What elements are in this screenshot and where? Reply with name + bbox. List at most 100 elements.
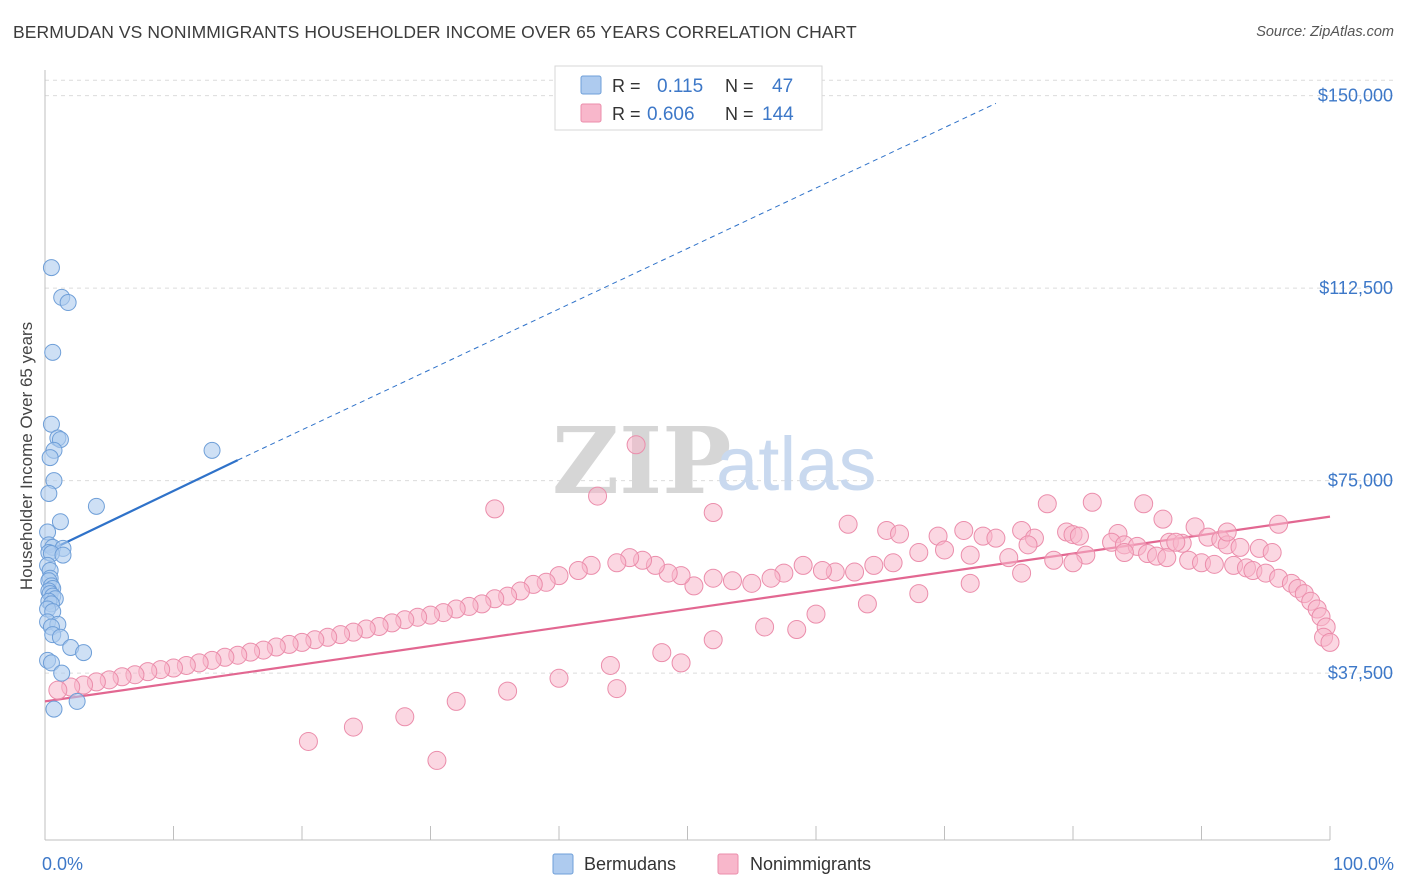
bottom-legend-swatch-bermudans <box>552 853 574 875</box>
bottom-legend-label-nonimmigrants: Nonimmigrants <box>750 854 871 874</box>
nonimmigrants-point <box>909 543 929 563</box>
legend-r-label-2: R = <box>612 104 641 124</box>
nonimmigrants-point <box>1082 492 1102 512</box>
nonimmigrants-point <box>446 691 466 711</box>
legend-swatch-bermudans <box>580 75 602 95</box>
nonimmigrants-point <box>864 555 884 575</box>
nonimmigrants-point <box>761 568 781 588</box>
bermudans-point <box>41 449 59 467</box>
bottom-legend-swatch-nonimmigrants <box>717 853 739 875</box>
nonimmigrants-point <box>298 731 318 751</box>
nonimmigrants-point <box>498 681 518 701</box>
nonimmigrants-point <box>793 555 813 575</box>
nonimmigrants-point <box>890 524 910 544</box>
bermudans-point <box>51 513 69 531</box>
nonimmigrants-point <box>909 584 929 604</box>
nonimmigrants-point <box>787 620 807 640</box>
bermudans-point <box>53 664 71 682</box>
nonimmigrants-points <box>48 435 1340 770</box>
nonimmigrants-point <box>999 548 1019 568</box>
bermudans-point <box>40 485 58 502</box>
bottom-legend-label-bermudans: Bermudans <box>584 854 676 874</box>
nonimmigrants-point <box>427 750 447 770</box>
legend-r-label-1: R = <box>612 76 641 96</box>
nonimmigrants-point <box>1044 550 1064 570</box>
bermudans-point <box>87 497 105 515</box>
legend-r-value-2: 0.606 <box>647 104 695 125</box>
nonimmigrants-point <box>1262 543 1282 563</box>
bermudans-point <box>75 644 93 662</box>
bermudans-trendline-extension <box>237 102 997 461</box>
nonimmigrants-point <box>986 528 1006 548</box>
bermudans-point <box>42 415 60 433</box>
x-tick-label: 100.0% <box>1333 854 1394 874</box>
nonimmigrants-point <box>806 604 826 624</box>
nonimmigrants-point <box>838 514 858 534</box>
nonimmigrants-point <box>954 520 974 540</box>
nonimmigrants-point <box>1269 514 1289 534</box>
nonimmigrants-point <box>1018 535 1038 555</box>
nonimmigrants-point <box>485 499 505 519</box>
x-tick-label: 0.0% <box>42 854 83 874</box>
bermudans-point <box>44 343 62 361</box>
stats-legend: R = 0.115 N = 47 R = 0.606 N = 144 <box>554 65 823 131</box>
nonimmigrants-point <box>1185 517 1205 537</box>
nonimmigrants-point <box>1157 548 1177 568</box>
trendlines <box>44 102 1331 703</box>
legend-n-label-1: N = <box>725 76 754 96</box>
nonimmigrants-point <box>960 573 980 593</box>
nonimmigrants-point <box>722 571 742 591</box>
legend-swatch-nonimmigrants <box>580 103 602 123</box>
legend-n-value-2: 144 <box>762 104 794 125</box>
nonimmigrants-point <box>607 553 627 573</box>
watermark: ZIP atlas <box>552 407 877 515</box>
bermudans-points <box>39 259 221 718</box>
nonimmigrants-point <box>845 562 865 582</box>
chart-title: BERMUDAN VS NONIMMIGRANTS HOUSEHOLDER IN… <box>13 22 857 42</box>
bermudans-point <box>203 441 221 459</box>
nonimmigrants-point <box>883 553 903 573</box>
y-tick-label: $112,500 <box>1319 278 1393 298</box>
y-tick-label: $37,500 <box>1328 663 1393 683</box>
nonimmigrants-point <box>1320 632 1340 652</box>
y-tick-label: $75,000 <box>1328 471 1393 491</box>
y-tick-label: $150,000 <box>1318 86 1393 106</box>
bermudans-point <box>59 294 77 312</box>
legend-n-value-1: 47 <box>772 76 793 97</box>
nonimmigrants-point <box>588 486 608 506</box>
bermudans-point <box>54 546 72 564</box>
nonimmigrants-point <box>549 668 569 688</box>
chart-source: Source: ZipAtlas.com <box>1256 24 1394 40</box>
nonimmigrants-point <box>652 643 672 663</box>
nonimmigrants-point <box>960 545 980 565</box>
nonimmigrants-point <box>1063 553 1083 573</box>
bermudans-trendline <box>44 459 239 554</box>
nonimmigrants-point <box>1069 526 1089 546</box>
nonimmigrants-point <box>568 561 588 580</box>
nonimmigrants-point <box>812 561 832 580</box>
nonimmigrants-point <box>343 717 363 737</box>
nonimmigrants-point <box>48 680 68 700</box>
bermudans-point <box>45 700 63 718</box>
nonimmigrants-point <box>607 679 627 699</box>
nonimmigrants-point <box>626 435 646 455</box>
nonimmigrants-point <box>935 540 954 560</box>
legend-n-label-2: N = <box>725 104 754 124</box>
nonimmigrants-point <box>395 707 415 727</box>
bermudans-point <box>42 654 60 672</box>
y-tick-labels: $37,500 $75,000 $112,500 $150,000 <box>1318 86 1393 684</box>
nonimmigrants-point <box>671 653 691 673</box>
watermark-zip: ZIP <box>552 407 731 515</box>
nonimmigrants-point <box>857 594 877 614</box>
bermudans-point <box>51 628 69 646</box>
nonimmigrants-point <box>684 576 704 596</box>
nonimmigrants-point <box>703 502 723 522</box>
x-tick-labels: 0.0% 100.0% <box>42 854 1394 874</box>
series-legend: Bermudans Nonimmigrants <box>552 853 871 875</box>
watermark-atlas: atlas <box>716 422 877 507</box>
y-axis-label: Householder Income Over 65 years <box>17 322 36 590</box>
nonimmigrants-point <box>1204 554 1224 574</box>
nonimmigrants-point <box>600 655 620 675</box>
nonimmigrants-point <box>755 617 775 637</box>
